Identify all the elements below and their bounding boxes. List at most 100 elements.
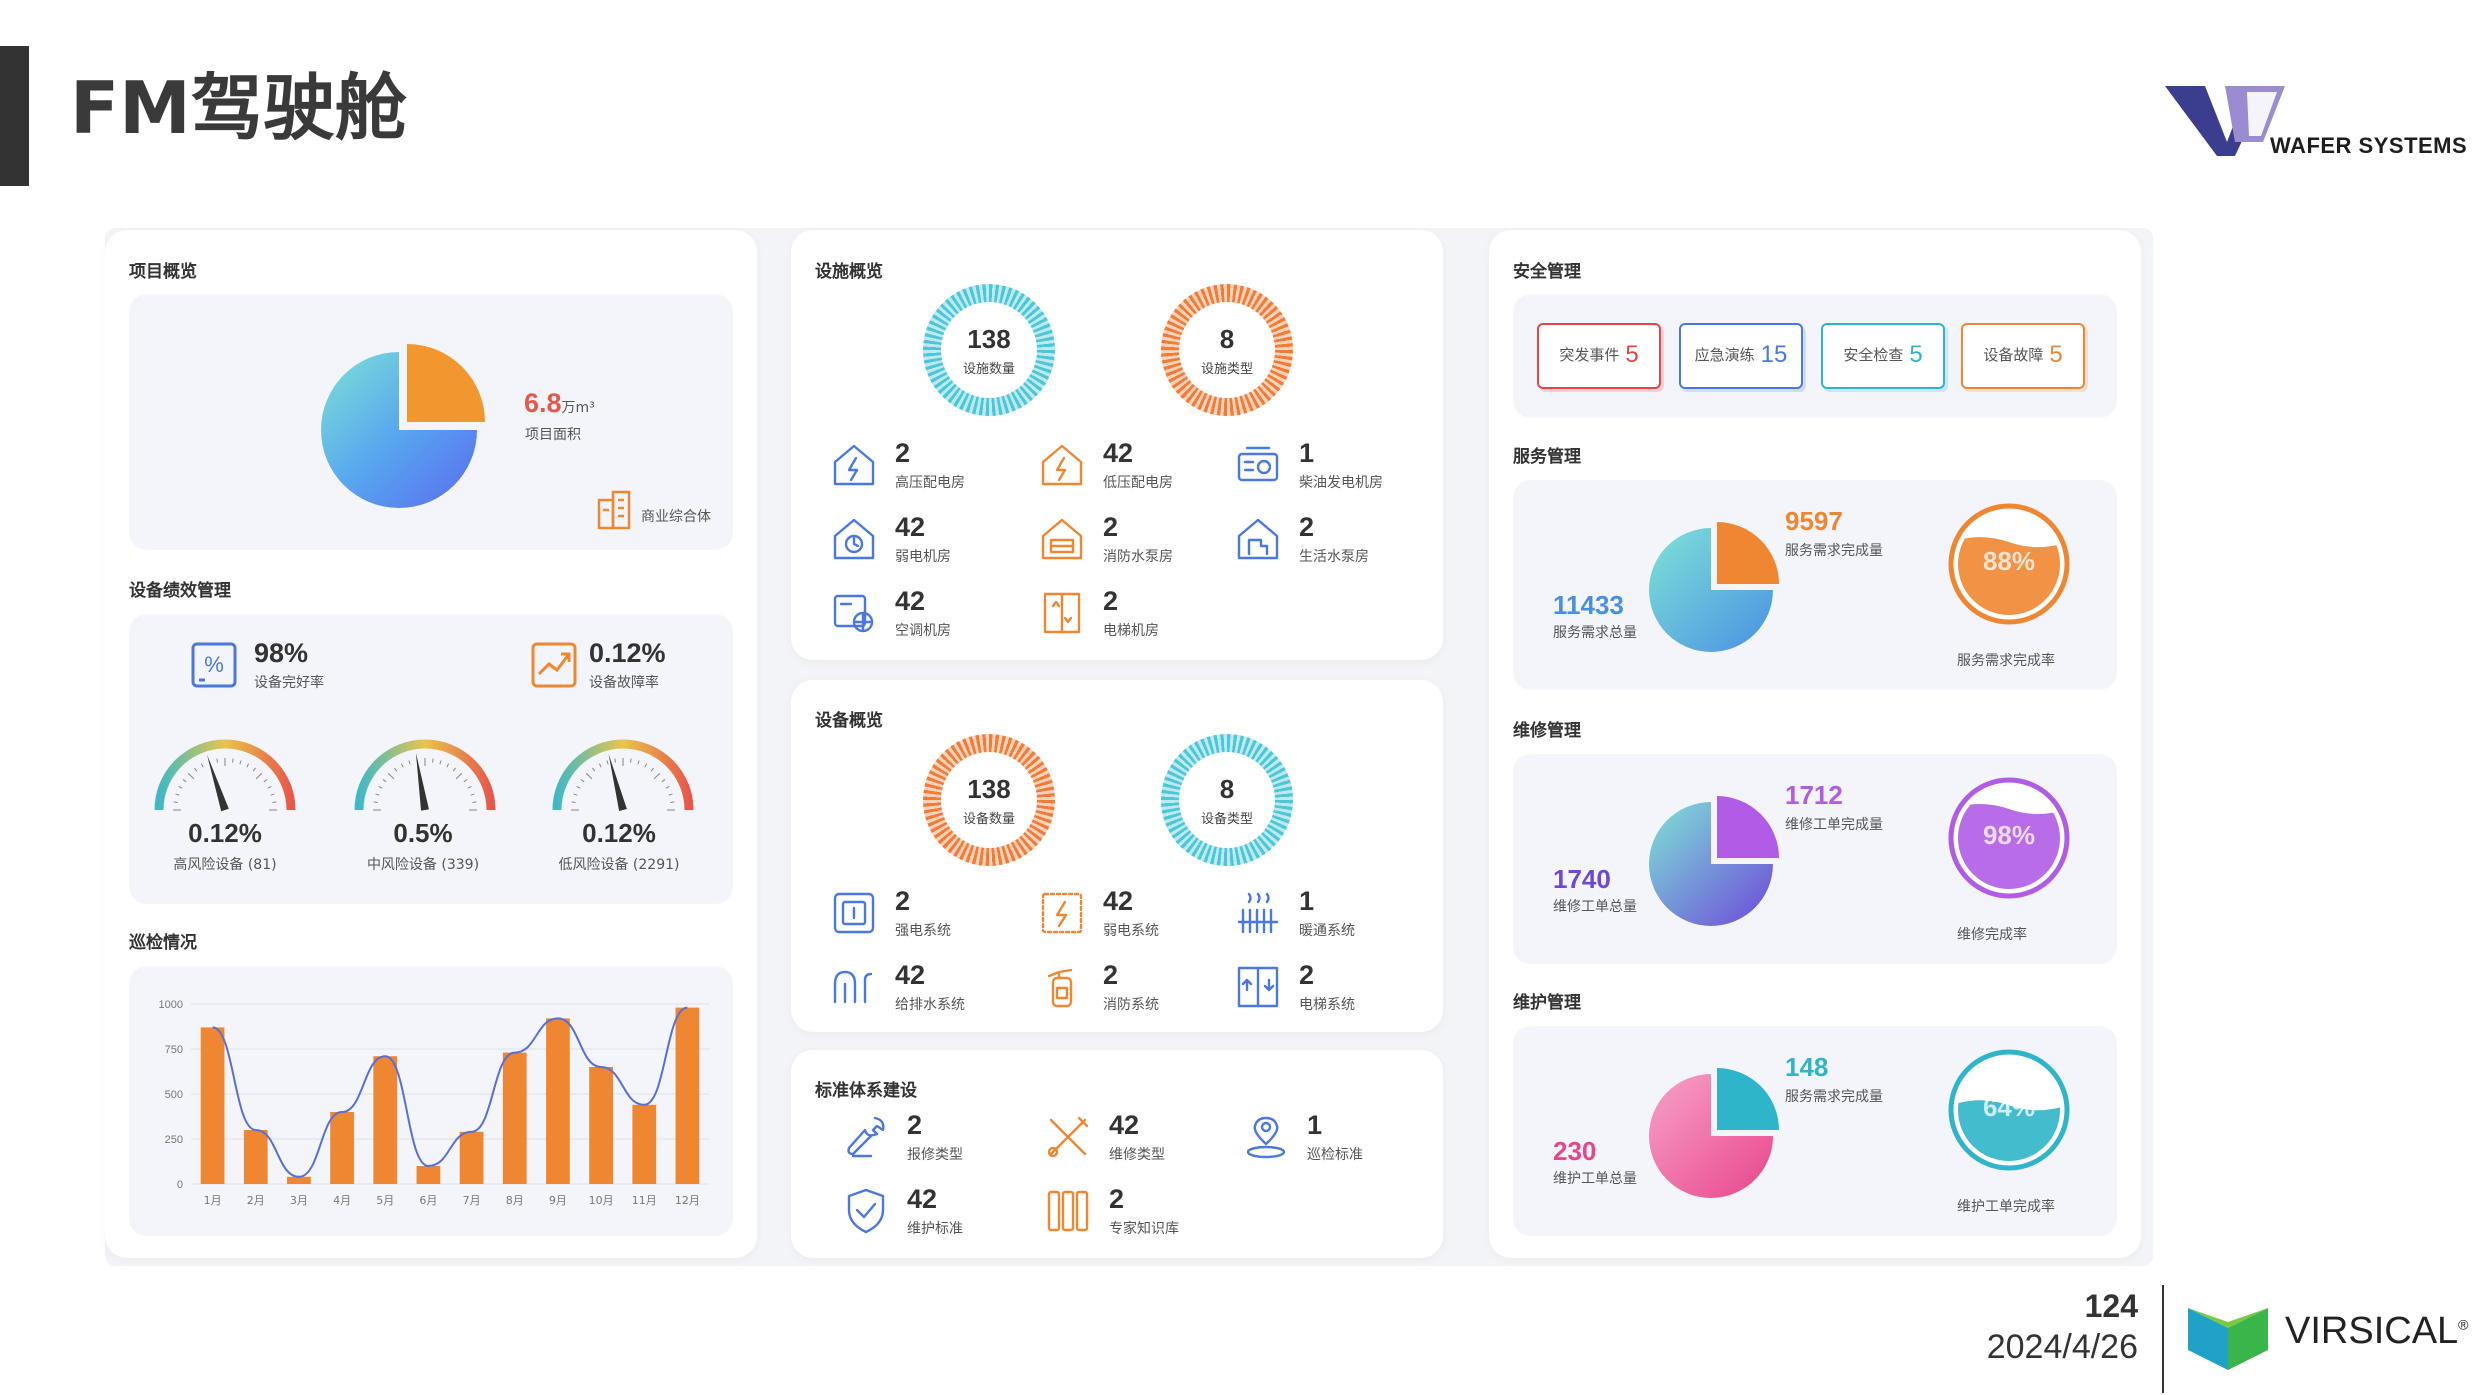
virscal-logo-text: VIRSICAL® — [2285, 1310, 2469, 1352]
footer-divider — [2162, 1285, 2164, 1393]
standards-item-value: 1 — [1307, 1110, 1323, 1140]
bar — [502, 1052, 527, 1184]
y-tick-label: 250 — [165, 1134, 183, 1146]
x-tick-label: 8月 — [506, 1194, 524, 1207]
safety-button-label: 应急演练 — [1694, 346, 1755, 364]
safety-button[interactable]: 突发事件 5 — [1537, 323, 1661, 389]
service-pie-done — [1717, 522, 1779, 584]
facility-item-value: 42 — [895, 586, 926, 616]
standards-item-label: 巡检标准 — [1307, 1147, 1363, 1163]
project-area: 6.8万m³ — [524, 388, 595, 418]
maintenance-panel: 64% 148 服务需求完成量 230 维护工单总量 维护工单完成率 — [1513, 1026, 2117, 1236]
x-tick-label: 5月 — [376, 1194, 394, 1207]
facility-item-value: 2 — [1299, 512, 1315, 542]
equipment-item: 2 强电系统 — [829, 886, 1029, 948]
fault-rate-label: 设备故障率 — [589, 675, 659, 691]
inspection-title: 巡检情况 — [129, 933, 197, 953]
equipment-count-ring: 138 设备数量 — [923, 734, 1055, 866]
facility-item-value: 1 — [1299, 438, 1315, 468]
service-rate-fill — [1958, 537, 2060, 615]
service-rate-value: 88% — [1983, 546, 2035, 576]
hvac-room-icon — [829, 588, 883, 642]
facility-count-label: 设施数量 — [962, 362, 1015, 377]
facility-count: 138 — [967, 324, 1011, 354]
heating-icon — [1233, 888, 1287, 942]
facility-item: 42 弱电机房 — [829, 512, 1029, 574]
equipment-count-label: 设备数量 — [962, 812, 1015, 827]
gauge-needle — [207, 754, 229, 812]
standards-item-value: 2 — [907, 1110, 923, 1140]
good-rate-value: 98% — [254, 638, 309, 668]
maintenance-title: 维护管理 — [1513, 993, 1581, 1013]
wafer-logo-text: WAFER SYSTEMS — [2270, 133, 2468, 158]
bar — [675, 1007, 700, 1184]
facility-item-label: 弱电机房 — [895, 549, 951, 565]
repair-done-value: 1712 — [1785, 780, 1843, 810]
project-panel: 6.8万m³ 项目面积 商业综合体 — [129, 294, 733, 550]
x-tick-label: 2月 — [247, 1194, 265, 1207]
x-tick-label: 10月 — [589, 1194, 614, 1207]
safety-panel: 突发事件 5 应急演练 15 安全检查 5 设备故障 5 — [1513, 294, 2117, 418]
equipment-item: 2 消防系统 — [1037, 960, 1237, 1022]
fire-pump-house-icon — [1037, 514, 1091, 568]
y-tick-label: 500 — [165, 1089, 183, 1101]
wrench-icon — [841, 1112, 895, 1166]
safety-button[interactable]: 安全检查 5 — [1821, 323, 1945, 389]
facility-item-value: 2 — [1103, 586, 1119, 616]
equipment-item: 42 弱电系统 — [1037, 886, 1237, 948]
standards-card: 标准体系建设 2 报修类型 42 维修类型 1 巡检标准 42 维护标准 2 专家知识库 — [791, 1050, 1443, 1258]
equipment-type-label: 设备类型 — [1200, 812, 1253, 827]
standards-item-label: 维修类型 — [1109, 1147, 1165, 1163]
generator-icon — [1233, 440, 1287, 494]
gauge-2 — [354, 739, 496, 811]
low-voltage-house-icon — [1037, 440, 1091, 494]
gauge-1-value: 0.12% — [188, 818, 262, 848]
x-tick-label: 3月 — [290, 1194, 308, 1207]
water-pump-house-icon — [1233, 514, 1287, 568]
service-chart: 88% — [1649, 503, 2070, 652]
standards-item-label: 专家知识库 — [1109, 1221, 1179, 1237]
bar — [459, 1131, 484, 1184]
service-panel: 88% 9597 服务需求完成量 11433 服务需求总量 服务需求完成率 — [1513, 480, 2117, 690]
facility-item-label: 电梯机房 — [1103, 623, 1159, 639]
equipment-item: 42 给排水系统 — [829, 960, 1029, 1022]
facility-item-value: 2 — [895, 438, 911, 468]
equipment-item-value: 2 — [1103, 960, 1119, 990]
equipment-item-label: 弱电系统 — [1103, 923, 1159, 939]
performance-title: 设备绩效管理 — [129, 581, 231, 601]
repair-pie-done — [1717, 796, 1779, 858]
maintenance-done-label: 服务需求完成量 — [1785, 1089, 1883, 1105]
maintenance-pie-total — [1649, 1074, 1773, 1198]
facility-item-label: 生活水泵房 — [1299, 549, 1369, 565]
fault-rate-value: 0.12% — [589, 638, 666, 668]
gauge-3 — [552, 739, 694, 811]
equipment-count: 138 — [967, 774, 1011, 804]
repair-rate-label: 维修完成率 — [1957, 927, 2027, 943]
safety-button[interactable]: 设备故障 5 — [1961, 323, 2085, 389]
equipment-item-label: 给排水系统 — [895, 997, 965, 1013]
safety-button[interactable]: 应急演练 15 — [1679, 323, 1803, 389]
weak-power-icon — [1037, 888, 1091, 942]
gauge-2-value: 0.5% — [393, 818, 453, 848]
facility-items: 2 高压配电房 42 低压配电房 1 柴油发电机房 42 弱电机房 2 消防水泵房 2 生活水泵房 42… — [791, 438, 1443, 650]
standards-items: 2 报修类型 42 维修类型 1 巡检标准 42 维护标准 2 专家知识库 — [791, 1110, 1443, 1258]
inspection-chart: 0 250 500 750 1000 1月 2月 3月 4月 5月 6月 7月 8月 9月 10月 11月 12… — [159, 999, 709, 1207]
x-tick-label: 6月 — [419, 1194, 437, 1207]
location-pin-icon — [1241, 1112, 1295, 1166]
virscal-logo-icon — [2188, 1308, 2268, 1370]
equipment-type-count: 8 — [1219, 774, 1235, 804]
series-line — [212, 1006, 688, 1178]
plumbing-icon — [829, 962, 883, 1016]
gauge-1 — [154, 739, 296, 812]
facility-item: 1 柴油发电机房 — [1233, 438, 1433, 500]
safety-title: 安全管理 — [1513, 262, 1581, 282]
risk-gauges — [154, 739, 694, 812]
bar — [546, 1018, 570, 1184]
facility-count-ring: 138 设施数量 — [923, 284, 1055, 416]
service-pie-total — [1649, 528, 1773, 652]
standards-item-value: 42 — [1109, 1110, 1140, 1140]
page-title: FM驾驶舱 — [70, 66, 407, 150]
repair-total-value: 1740 — [1553, 864, 1611, 894]
building-icon — [597, 490, 631, 530]
facility-item-label: 空调机房 — [895, 623, 951, 639]
